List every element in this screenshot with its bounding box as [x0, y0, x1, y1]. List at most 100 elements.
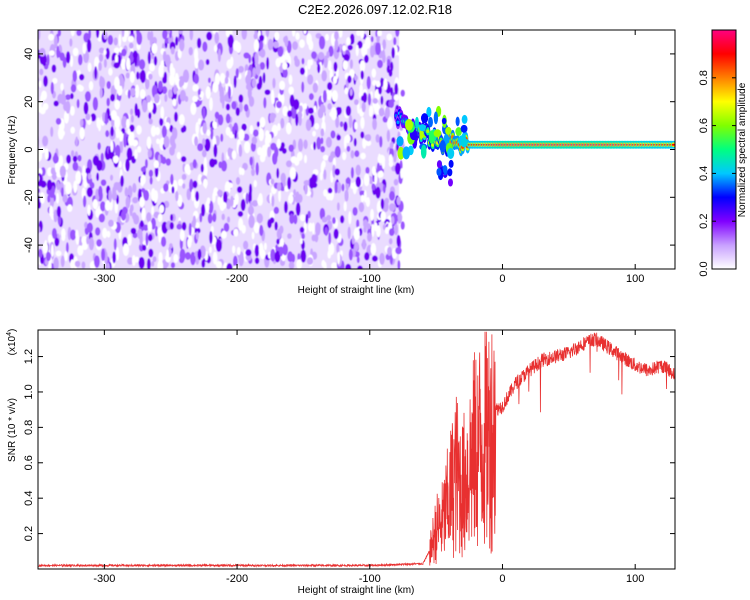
- signal-blob: [460, 137, 468, 148]
- noise-cell: [60, 82, 64, 91]
- noise-cell: [334, 31, 339, 41]
- noise-cell: [334, 168, 341, 176]
- noise-cell: [81, 261, 86, 269]
- noise-cell: [123, 30, 129, 38]
- noise-cell: [53, 257, 59, 269]
- noise-cell: [214, 111, 220, 119]
- noise-cell: [300, 249, 307, 263]
- snr-y-label: SNR (10 * v/v): [7, 398, 18, 462]
- noise-cell: [51, 64, 57, 73]
- noise-cell: [350, 150, 355, 159]
- x-tick-label: 100: [626, 273, 644, 285]
- noise-cell: [130, 30, 134, 35]
- noise-cell: [215, 260, 223, 269]
- noise-cell: [245, 83, 251, 90]
- noise-cell: [118, 160, 122, 168]
- noise-cell: [394, 162, 401, 175]
- noise-cell: [232, 255, 238, 268]
- snr-frame: [37, 329, 676, 570]
- noise-cell: [307, 210, 311, 219]
- noise-cell: [42, 242, 49, 254]
- noise-cell: [295, 191, 300, 203]
- noise-cell: [386, 129, 391, 142]
- noise-cell: [343, 121, 348, 132]
- noise-cell: [254, 244, 260, 257]
- noise-cell: [77, 154, 82, 162]
- noise-cell: [158, 230, 162, 243]
- noise-cell: [134, 53, 138, 67]
- y-tick-label: -40: [23, 237, 35, 253]
- noise-cell: [213, 187, 219, 197]
- noise-cell: [72, 70, 78, 82]
- noise-cell: [151, 206, 155, 216]
- spectrogram-x-label: Height of straight line (km): [298, 285, 415, 296]
- noise-cell: [197, 248, 202, 261]
- noise-cell: [202, 122, 207, 135]
- noise-cell: [60, 187, 64, 197]
- colorbar-tick-label: 0.0: [698, 261, 710, 276]
- noise-cell: [115, 247, 120, 261]
- noise-cell: [120, 58, 127, 70]
- noise-cell: [282, 105, 289, 117]
- noise-cell: [395, 30, 400, 37]
- noise-cell: [129, 205, 133, 217]
- noise-cell: [179, 89, 186, 102]
- noise-cell: [166, 248, 169, 263]
- noise-cell: [84, 91, 91, 102]
- noise-cell: [45, 251, 51, 262]
- noise-cell: [158, 204, 165, 214]
- noise-cell: [75, 136, 79, 147]
- noise-cell: [360, 152, 366, 160]
- noise-cell: [355, 164, 361, 176]
- noise-cell: [399, 69, 404, 80]
- noise-cell: [312, 130, 316, 137]
- noise-cell: [342, 45, 347, 52]
- noise-cell: [70, 150, 75, 158]
- spectrogram-signal-track: [393, 105, 675, 187]
- signal-blob: [405, 118, 413, 131]
- noise-cell: [38, 187, 41, 194]
- noise-cell: [192, 84, 197, 92]
- noise-cell: [353, 227, 360, 241]
- noise-cell: [113, 62, 120, 69]
- noise-cell: [295, 202, 301, 216]
- noise-cell: [127, 133, 135, 146]
- noise-cell: [363, 173, 370, 187]
- x-tick-label: -100: [359, 573, 381, 585]
- noise-cell: [287, 110, 293, 118]
- noise-cell: [299, 39, 305, 49]
- noise-cell: [290, 156, 297, 164]
- noise-cell: [282, 179, 286, 188]
- noise-cell: [224, 76, 229, 84]
- x-tick-label: -300: [93, 573, 115, 585]
- noise-cell: [169, 243, 173, 249]
- y-tick-label: 0: [23, 146, 35, 152]
- noise-cell: [209, 231, 213, 244]
- noise-cell: [345, 263, 352, 269]
- noise-cell: [256, 121, 260, 128]
- noise-cell: [86, 222, 93, 233]
- colorbar-tick-label: 0.2: [698, 214, 710, 229]
- noise-cell: [232, 40, 240, 52]
- signal-blob: [428, 130, 435, 144]
- noise-cell: [400, 89, 405, 97]
- noise-cell: [282, 61, 288, 70]
- noise-cell: [102, 227, 108, 239]
- noise-cell: [110, 93, 116, 102]
- noise-cell: [114, 54, 119, 65]
- noise-cell: [95, 208, 100, 218]
- noise-cell: [259, 34, 265, 42]
- noise-cell: [197, 118, 202, 125]
- noise-cell: [143, 224, 149, 231]
- noise-cell: [228, 182, 233, 189]
- noise-cell: [251, 231, 255, 240]
- noise-cell: [160, 236, 167, 247]
- noise-cell: [157, 213, 163, 223]
- noise-cell: [179, 38, 185, 52]
- noise-cell: [347, 44, 353, 51]
- noise-cell: [333, 228, 339, 240]
- noise-cell: [171, 186, 175, 194]
- noise-cell: [92, 199, 98, 210]
- noise-cell: [70, 93, 74, 100]
- noise-cell: [335, 116, 340, 129]
